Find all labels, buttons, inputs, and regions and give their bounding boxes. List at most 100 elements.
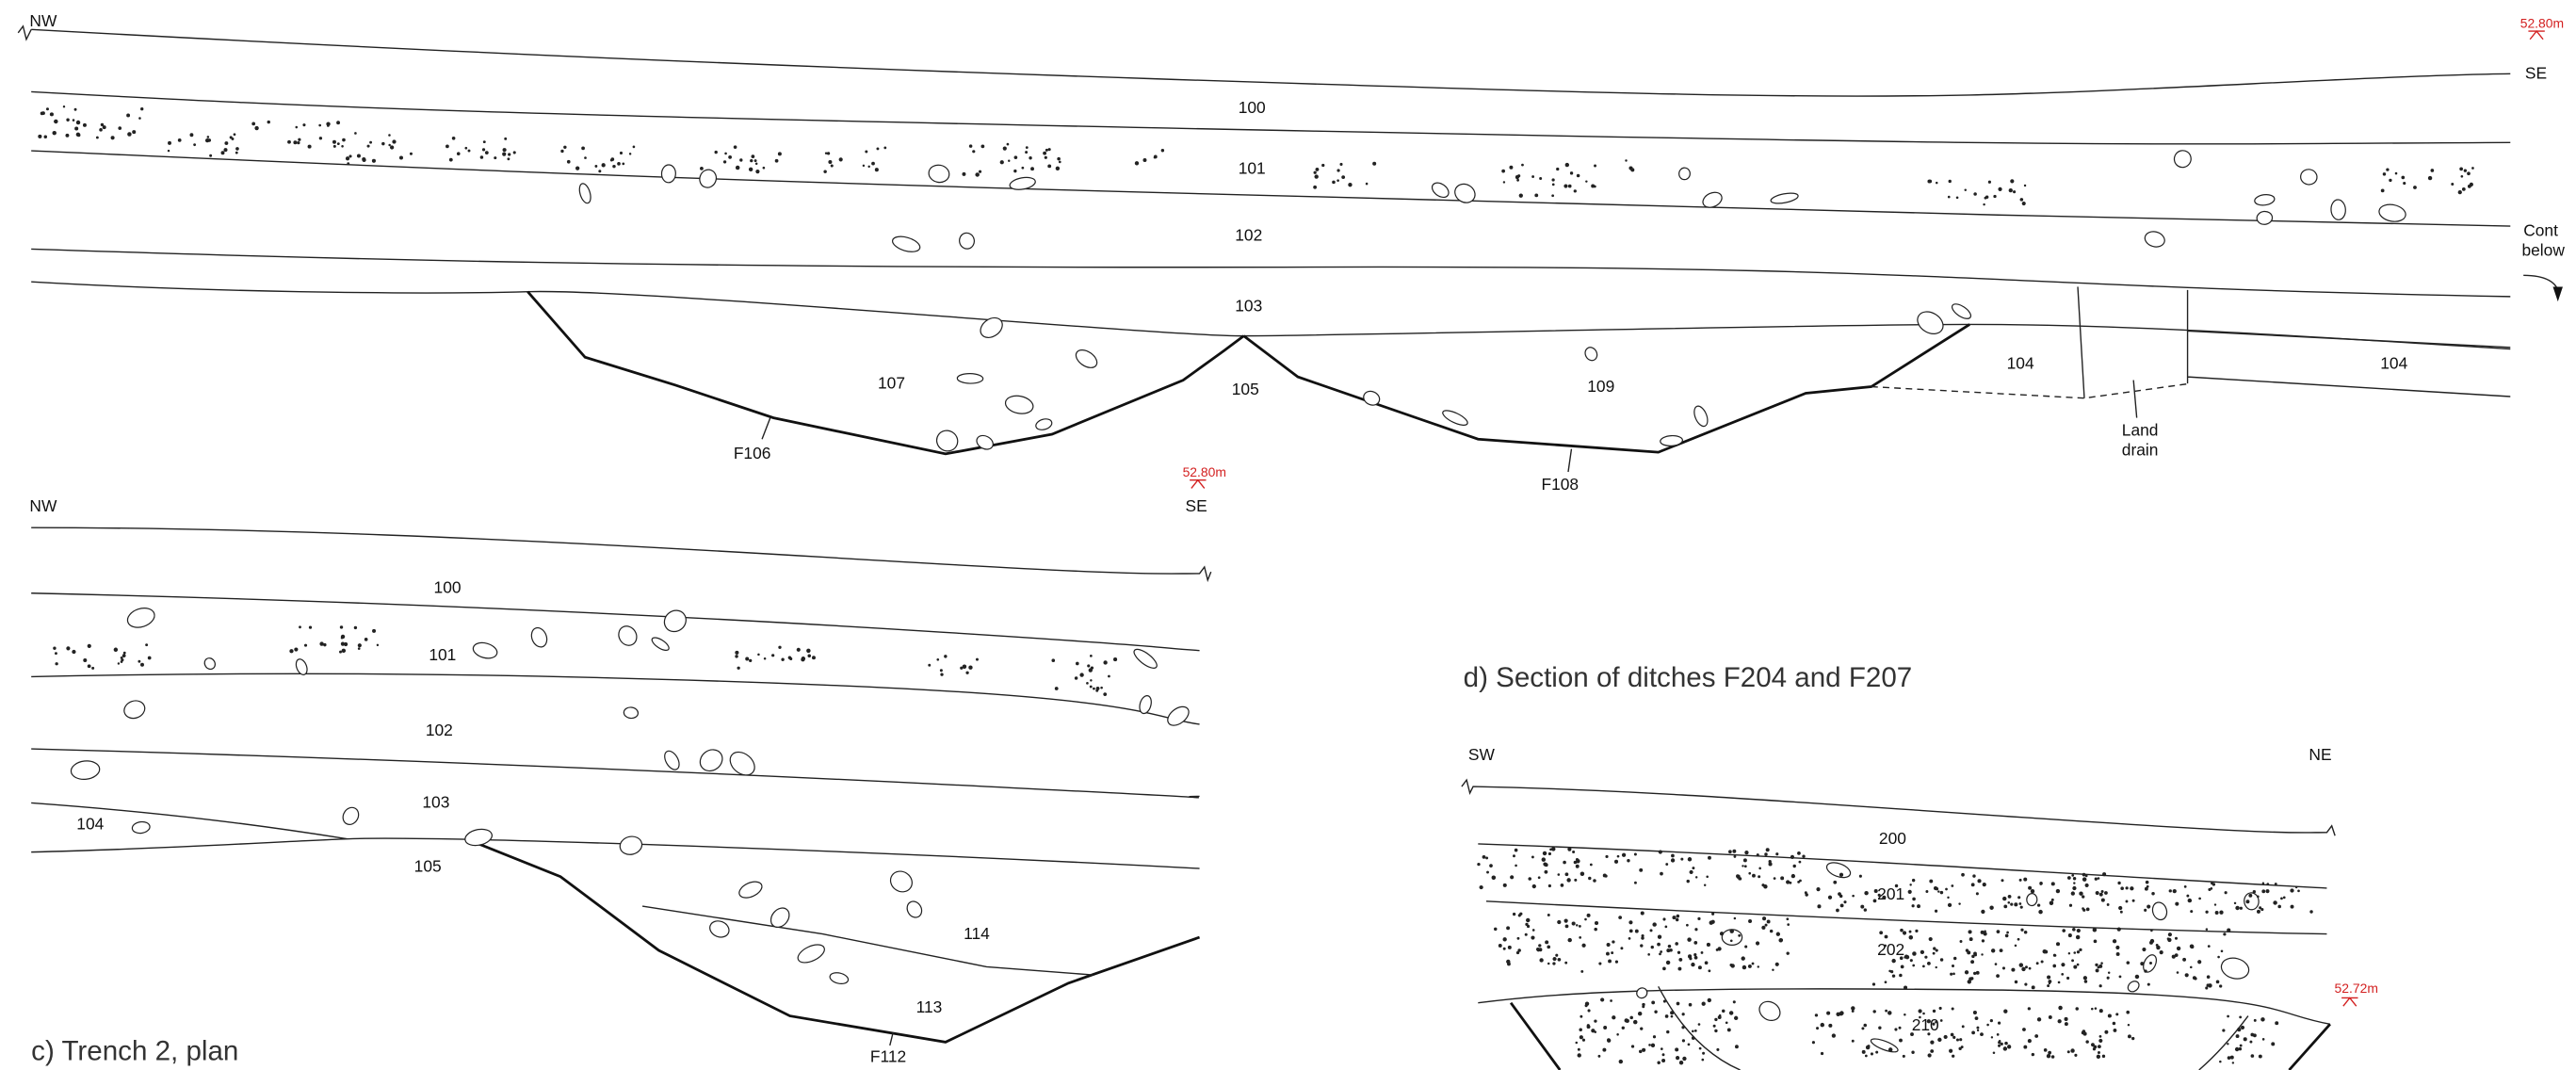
grit xyxy=(1732,850,1736,853)
grit xyxy=(1561,884,1564,887)
grit xyxy=(76,121,80,124)
grit xyxy=(1626,1019,1629,1023)
grit xyxy=(1762,916,1766,920)
grit xyxy=(1821,1052,1823,1055)
grit xyxy=(1912,965,1915,967)
grit xyxy=(483,140,486,143)
grit xyxy=(1965,970,1968,974)
grit xyxy=(1030,167,1034,170)
layer-line xyxy=(31,91,2510,143)
grit xyxy=(2206,928,2209,931)
context: 210 xyxy=(1912,1015,1939,1034)
grit xyxy=(2169,889,2172,892)
grit xyxy=(1786,880,1790,884)
grit xyxy=(1882,896,1886,900)
grit xyxy=(1717,947,1721,950)
grit xyxy=(332,140,336,144)
grit xyxy=(2389,179,2391,182)
orientation: SE xyxy=(2525,64,2547,83)
layer-line xyxy=(31,527,1211,580)
grit xyxy=(1534,193,1538,197)
grit xyxy=(1587,914,1591,917)
grit xyxy=(2205,911,2208,914)
grit xyxy=(2177,971,2179,974)
grit xyxy=(575,167,579,170)
grit xyxy=(1045,149,1048,152)
grit xyxy=(2150,930,2153,932)
grit xyxy=(1161,149,1164,152)
grit xyxy=(2208,945,2211,948)
grit xyxy=(1729,929,1734,933)
grit xyxy=(1665,863,1668,866)
grit xyxy=(1634,853,1637,856)
stone xyxy=(1692,404,1710,428)
grit xyxy=(2236,1034,2240,1038)
grit xyxy=(2093,928,2097,932)
grit xyxy=(2297,890,2300,893)
grit xyxy=(2101,890,2104,893)
grit xyxy=(1587,1009,1590,1012)
grit xyxy=(2147,904,2150,908)
grit xyxy=(1864,908,1867,911)
grit xyxy=(1752,963,1755,965)
context: 114 xyxy=(964,924,990,943)
grit xyxy=(1021,167,1024,170)
grit xyxy=(221,151,225,154)
grit xyxy=(2228,1056,2231,1060)
grit xyxy=(1692,1036,1695,1040)
grit xyxy=(1691,963,1694,966)
grit xyxy=(1628,937,1631,940)
grit xyxy=(1998,1022,2001,1025)
grit xyxy=(1654,1011,1657,1013)
grit xyxy=(50,112,54,116)
grit xyxy=(1087,664,1090,667)
grit xyxy=(365,638,368,641)
grit xyxy=(2151,892,2154,895)
grit xyxy=(2083,976,2087,980)
grit xyxy=(2184,885,2187,888)
grit xyxy=(1977,1029,1979,1031)
grit xyxy=(2217,956,2220,959)
grit xyxy=(1647,953,1650,956)
context: 101 xyxy=(429,645,456,664)
grit xyxy=(1871,1052,1873,1055)
grit xyxy=(1872,982,1875,985)
grit xyxy=(1551,847,1555,851)
grit xyxy=(372,629,376,633)
grit xyxy=(168,150,170,152)
grit xyxy=(66,119,69,122)
grit xyxy=(1944,1035,1948,1039)
grit xyxy=(2021,967,2025,971)
grit xyxy=(962,172,965,176)
grit xyxy=(2008,895,2012,899)
grit xyxy=(1633,1020,1638,1025)
continuation: below xyxy=(2521,240,2565,259)
grit xyxy=(2207,975,2211,979)
stone xyxy=(2256,211,2273,225)
grit xyxy=(1649,929,1652,932)
grit xyxy=(2010,179,2014,183)
grit xyxy=(1744,946,1747,948)
grit xyxy=(1838,892,1841,896)
grit xyxy=(563,146,566,149)
grit xyxy=(1565,872,1569,876)
grit xyxy=(2186,895,2189,898)
grit xyxy=(2031,889,2034,893)
grit xyxy=(1503,948,1506,950)
grit xyxy=(121,658,123,661)
grit xyxy=(1339,163,1342,166)
grit xyxy=(1752,874,1756,878)
grit xyxy=(2403,182,2406,185)
grit xyxy=(1833,881,1837,884)
grit xyxy=(2094,940,2098,944)
grit xyxy=(865,150,867,153)
grit xyxy=(1525,933,1528,936)
grit xyxy=(1341,175,1345,179)
grit xyxy=(1952,1055,1954,1058)
grit xyxy=(2190,910,2193,913)
grit xyxy=(2073,951,2076,954)
grit xyxy=(1912,879,1915,882)
grit xyxy=(963,665,966,669)
grit xyxy=(1594,186,1596,188)
grit xyxy=(1605,855,1608,858)
